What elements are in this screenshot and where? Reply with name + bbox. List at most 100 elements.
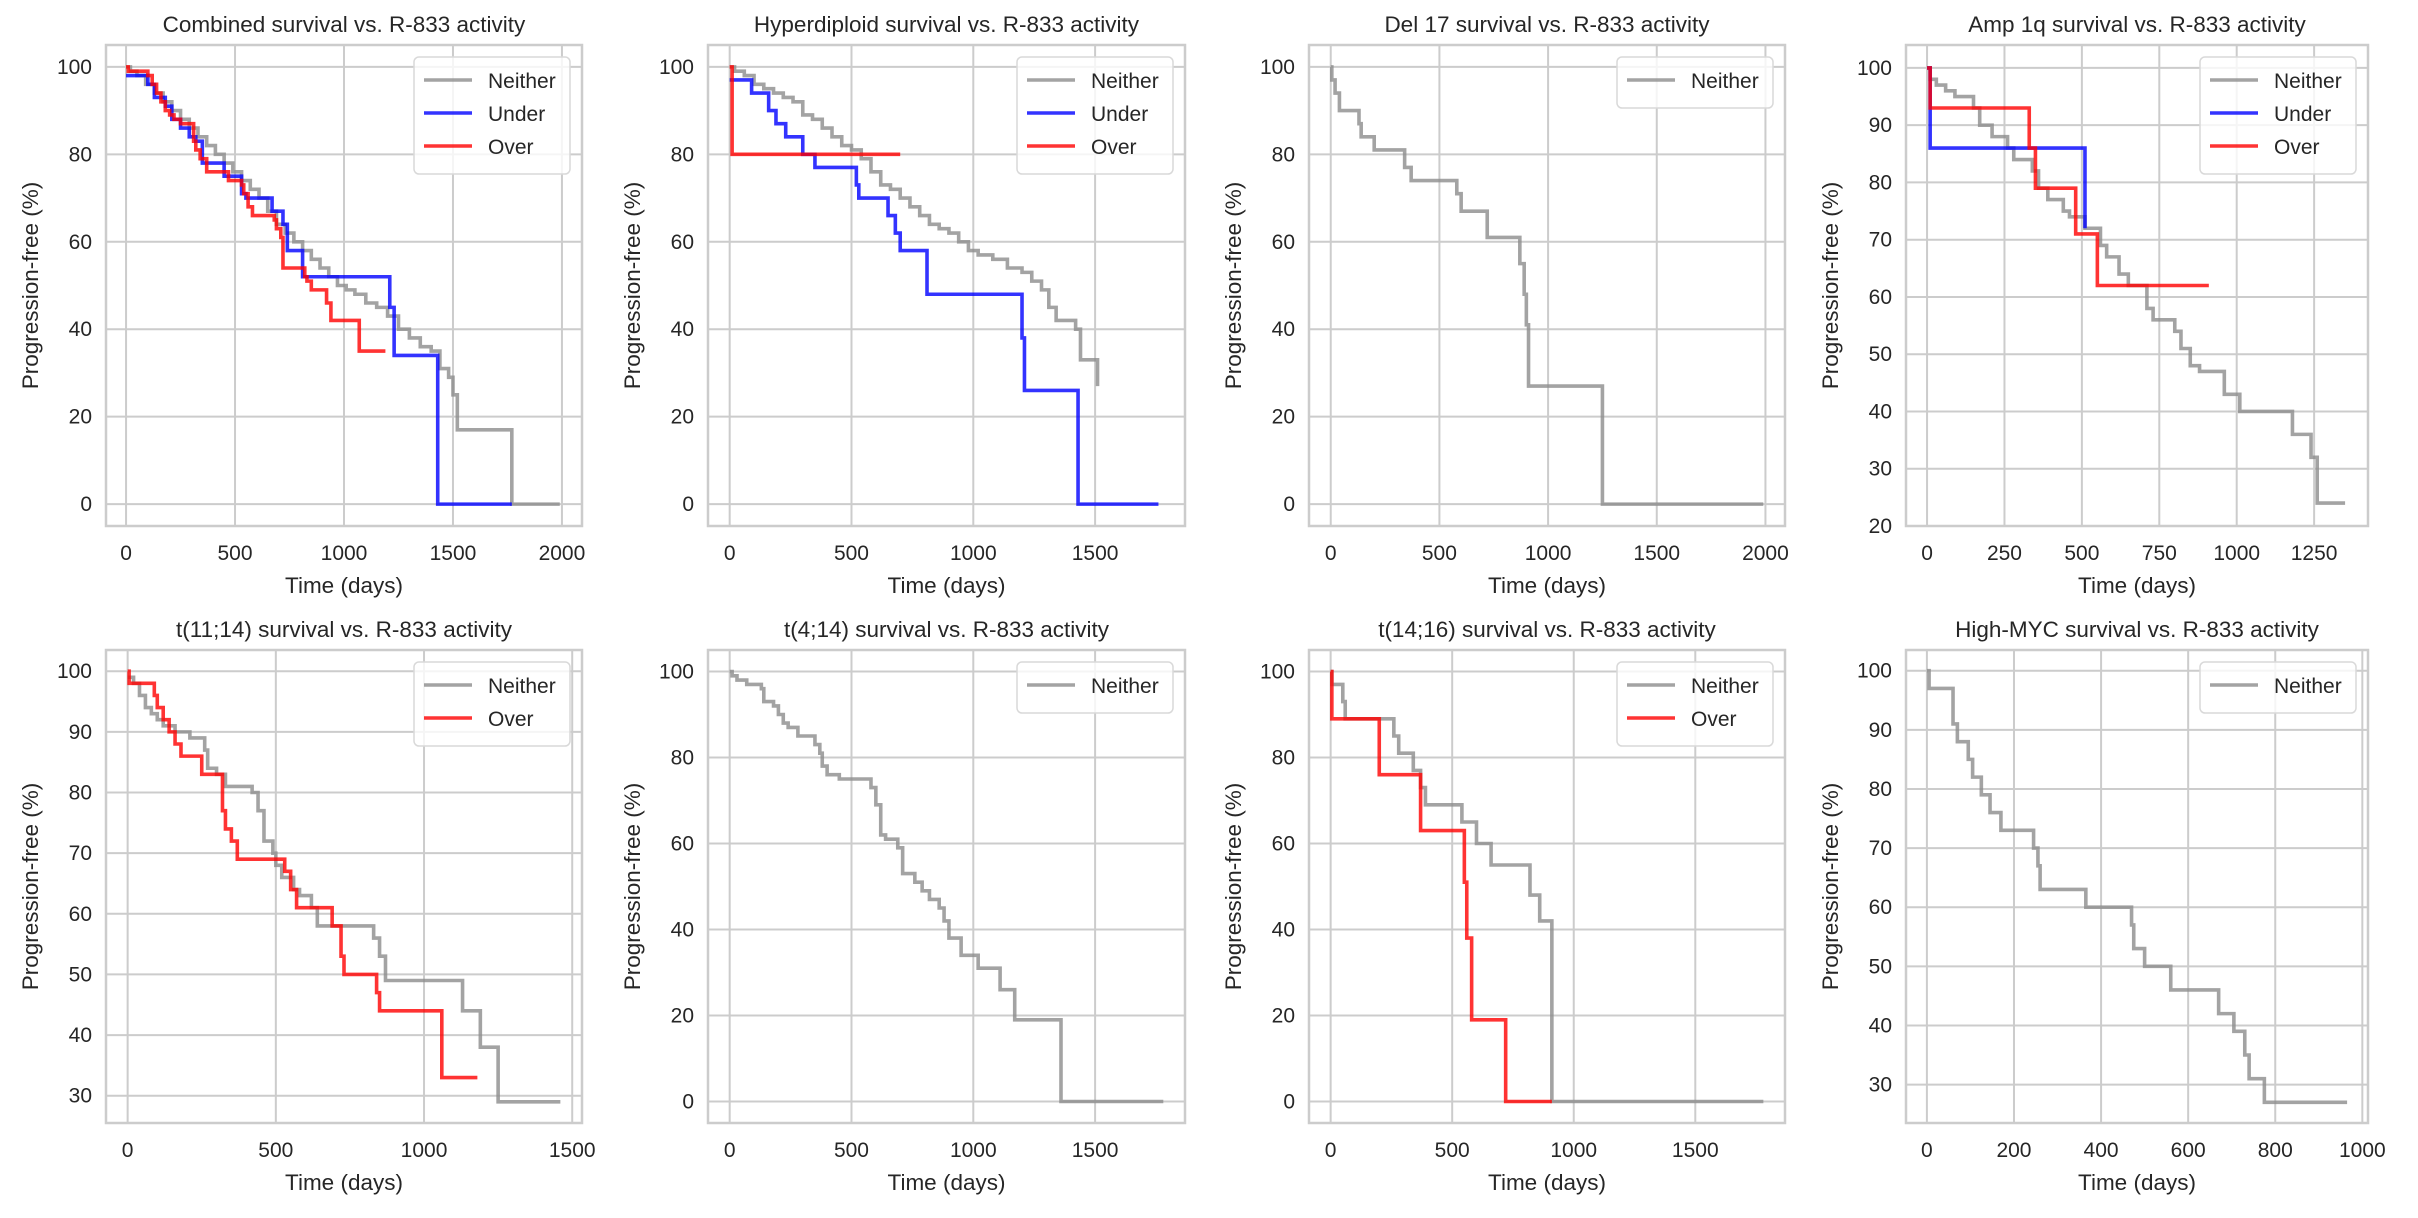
y-tick-label: 80	[69, 782, 92, 805]
x-tick-label: 500	[834, 542, 869, 565]
y-tick-label: 100	[1260, 661, 1295, 684]
y-tick-label: 40	[69, 1024, 92, 1047]
y-tick-label: 100	[57, 660, 92, 683]
x-tick-label: 1500	[430, 542, 477, 565]
series-line-neither	[126, 65, 560, 506]
y-tick-label: 70	[69, 842, 92, 865]
series-group	[1927, 66, 2346, 505]
y-tick-label: 90	[1869, 719, 1892, 742]
x-tick-label: 250	[1987, 542, 2022, 565]
axes-frame	[1904, 648, 2370, 1125]
legend-box	[1016, 661, 1174, 714]
x-tick-label: 1500	[549, 1139, 596, 1162]
chart-panel-4: 0 250 500 750 1000 1250 20 30 40 50 60 70 80 90 100 Amp…	[1818, 12, 2370, 598]
legend-label-over: Over	[488, 708, 534, 731]
y-tick-label: 80	[1869, 778, 1892, 801]
y-tick-label: 60	[69, 903, 92, 926]
series-group	[1330, 669, 1764, 1104]
y-tick-label: 60	[671, 231, 694, 254]
x-axis-label: Time (days)	[888, 1170, 1006, 1195]
chart-title: Amp 1q survival vs. R-833 activity	[1968, 12, 2306, 37]
y-tick-label: 30	[1869, 1074, 1892, 1097]
y-tick-label: 20	[671, 1005, 694, 1028]
y-tick-label: 100	[659, 661, 694, 684]
y-tick-label: 40	[671, 919, 694, 942]
y-tick-label: 0	[80, 493, 92, 516]
series-line-neither	[729, 65, 1100, 387]
y-tick-label: 0	[682, 1091, 694, 1114]
legend-label-neither: Neither	[2274, 675, 2342, 698]
series-line-over	[1330, 669, 1552, 1104]
x-axis-label: Time (days)	[2078, 1170, 2196, 1195]
y-tick-label: 20	[1272, 406, 1295, 429]
y-tick-label: 40	[1869, 400, 1892, 423]
y-tick-label: 60	[1272, 833, 1295, 856]
series-line-neither	[1330, 669, 1764, 1104]
y-tick-label: 60	[671, 833, 694, 856]
legend: Neither Over	[1616, 661, 1774, 747]
series-line-over	[127, 669, 478, 1080]
x-tick-label: 1500	[1072, 542, 1119, 565]
x-tick-label: 0	[120, 542, 132, 565]
y-tick-label: 80	[671, 143, 694, 166]
y-tick-label: 100	[1857, 57, 1892, 80]
x-tick-label: 1000	[2339, 1139, 2386, 1162]
x-tick-label: 0	[1325, 1139, 1337, 1162]
chart-title: Hyperdiploid survival vs. R-833 activity	[754, 12, 1140, 37]
series-line-neither	[127, 675, 561, 1104]
y-axis-label: Progression-free (%)	[620, 783, 645, 991]
x-tick-label: 750	[2142, 542, 2177, 565]
legend-label-over: Over	[1091, 136, 1137, 159]
y-tick-label: 40	[1869, 1014, 1892, 1037]
chart-panel-8: 0 200 400 600 800 1000 30 40 50 60 70 80 90 100 High-M…	[1818, 617, 2386, 1195]
x-axis-label: Time (days)	[888, 573, 1006, 598]
y-tick-label: 40	[69, 318, 92, 341]
x-tick-label: 1250	[2291, 542, 2338, 565]
axes-frame	[104, 43, 584, 528]
y-tick-label: 80	[1272, 143, 1295, 166]
chart-panel-1: 0 500 1000 1500 2000 0 20 40 60 80 100 Combined sur…	[18, 12, 585, 598]
x-axis-label: Time (days)	[285, 1170, 403, 1195]
legend-label-under: Under	[488, 103, 545, 126]
y-axis-label: Progression-free (%)	[1221, 182, 1246, 390]
axes-frame	[1307, 43, 1787, 528]
x-tick-label: 400	[2084, 1139, 2119, 1162]
y-axis-label: Progression-free (%)	[18, 182, 43, 390]
x-tick-label: 1000	[401, 1139, 448, 1162]
chart-panel-5: 0 500 1000 1500 30 40 50 60 70 80 90 100 t(11;14) su…	[18, 617, 596, 1195]
chart-title: Combined survival vs. R-833 activity	[163, 12, 526, 37]
axes-frame	[706, 43, 1187, 528]
x-axis-label: Time (days)	[1488, 573, 1606, 598]
series-group	[729, 65, 1159, 506]
x-tick-label: 500	[1422, 542, 1457, 565]
series-line-under	[729, 78, 1159, 506]
chart-title: High-MYC survival vs. R-833 activity	[1955, 617, 2320, 642]
legend-box	[1616, 661, 1774, 747]
legend-label-neither: Neither	[488, 70, 556, 93]
axes-frame	[104, 648, 584, 1125]
chart-title: t(14;16) survival vs. R-833 activity	[1378, 617, 1716, 642]
x-tick-label: 0	[122, 1139, 134, 1162]
y-tick-label: 50	[1869, 343, 1892, 366]
x-tick-label: 500	[258, 1139, 293, 1162]
x-tick-label: 0	[1921, 1139, 1933, 1162]
y-tick-label: 70	[1869, 837, 1892, 860]
chart-title: t(4;14) survival vs. R-833 activity	[784, 617, 1110, 642]
series-line-neither	[1330, 65, 1764, 506]
x-axis-label: Time (days)	[1488, 1170, 1606, 1195]
x-tick-label: 2000	[1742, 542, 1789, 565]
x-tick-label: 1000	[950, 1139, 997, 1162]
legend: Neither Under Over	[2199, 56, 2357, 175]
y-tick-label: 100	[659, 56, 694, 79]
legend: Neither Under Over	[413, 56, 571, 175]
y-axis-label: Progression-free (%)	[1818, 182, 1843, 390]
y-tick-label: 80	[1272, 747, 1295, 770]
y-axis-label: Progression-free (%)	[1818, 783, 1843, 991]
y-tick-label: 80	[69, 143, 92, 166]
y-axis-label: Progression-free (%)	[620, 182, 645, 390]
y-tick-label: 20	[671, 406, 694, 429]
legend-box	[413, 661, 571, 747]
y-tick-label: 60	[69, 231, 92, 254]
x-tick-label: 500	[1435, 1139, 1470, 1162]
